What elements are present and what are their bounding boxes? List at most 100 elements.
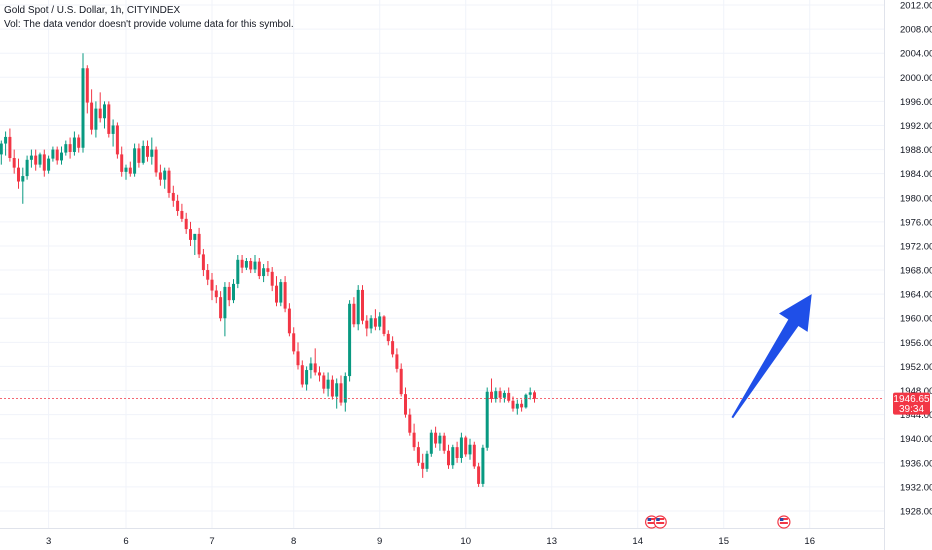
candle-body (184, 218, 188, 230)
trend-arrow[interactable] (731, 294, 812, 419)
symbol-title[interactable]: Gold Spot / U.S. Dollar, 1h, CITYINDEX (4, 5, 181, 16)
candle (21, 167, 25, 204)
candle (262, 264, 266, 283)
candle (111, 119, 115, 147)
candle (77, 134, 81, 153)
candle-body (137, 148, 141, 163)
candle-body (507, 392, 511, 401)
candle (42, 149, 46, 177)
candle-body (300, 365, 304, 385)
candle (412, 423, 416, 451)
candle-body (227, 286, 231, 301)
candle-body (442, 435, 446, 451)
candle (210, 273, 214, 301)
grid (0, 0, 884, 528)
candle (270, 267, 274, 292)
candle-body (60, 152, 63, 161)
candle-body (270, 271, 274, 286)
candle-body (524, 394, 528, 408)
candle (68, 137, 72, 159)
candle-body (494, 391, 498, 399)
candle (455, 441, 459, 463)
candle-body (133, 148, 137, 174)
candle (296, 342, 300, 370)
candle (447, 444, 450, 469)
candle (257, 258, 261, 280)
candle-body (262, 268, 266, 277)
candle (292, 327, 296, 355)
candle-body (502, 392, 506, 398)
price-tick-label: 1996.00 (900, 97, 932, 108)
candle (326, 372, 330, 397)
candle-body (412, 432, 416, 448)
candle-body (232, 283, 235, 301)
candle-body (193, 233, 197, 240)
flag-stripe (656, 518, 665, 520)
candle-body (498, 391, 502, 398)
flag-canton (656, 518, 660, 521)
candle (167, 167, 171, 198)
candle (468, 438, 472, 460)
us-flag-event-icon[interactable] (653, 515, 667, 529)
candle-body (511, 400, 515, 409)
candle (115, 122, 119, 159)
candle (318, 366, 321, 382)
candle-body (176, 200, 180, 212)
candle (244, 258, 248, 271)
candle-body (287, 308, 291, 334)
flag-canton (779, 518, 784, 521)
date-tick-label: 8 (291, 536, 296, 547)
candle (515, 399, 519, 415)
candle-body (421, 462, 425, 469)
candle-body (223, 286, 227, 319)
price-tick-label: 1928.00 (900, 507, 932, 518)
us-flag-event-icon[interactable] (777, 515, 791, 529)
candle (94, 101, 98, 138)
candle-body (408, 414, 412, 433)
candle (404, 387, 407, 418)
candle (305, 366, 309, 391)
candle-body (249, 261, 253, 270)
price-tick-label: 2000.00 (900, 73, 932, 84)
candle (60, 146, 63, 165)
candle (369, 315, 373, 334)
candle (343, 372, 347, 412)
candle (90, 89, 94, 135)
candle-body (382, 316, 386, 334)
candle-body (481, 447, 485, 484)
candle-body (25, 159, 29, 177)
candle (4, 131, 8, 156)
date-tick-label: 7 (209, 536, 214, 547)
candle (163, 167, 167, 189)
candle (275, 276, 278, 307)
candle-body (343, 376, 347, 403)
candle (176, 194, 180, 216)
candle-body (429, 432, 433, 454)
candle-body (68, 144, 72, 152)
date-tick-label: 15 (718, 536, 729, 547)
candle (399, 363, 403, 397)
candle (425, 450, 429, 472)
candle-body (313, 363, 317, 373)
candle-body (485, 391, 489, 448)
candle (451, 444, 455, 469)
candle-body (373, 318, 377, 327)
date-tick-label: 9 (377, 536, 382, 547)
candle (85, 65, 89, 114)
candle (64, 140, 68, 156)
candle-body (51, 149, 55, 159)
candle (373, 309, 377, 331)
candle (490, 378, 493, 403)
candle (438, 432, 442, 451)
candle (498, 387, 502, 403)
price-tick-label: 1944.00 (900, 410, 932, 421)
candle-body (180, 211, 184, 219)
date-tick-label: 3 (46, 536, 51, 547)
candle (249, 258, 253, 274)
candle (232, 279, 235, 304)
candle-body (296, 351, 300, 366)
candle (253, 254, 257, 274)
